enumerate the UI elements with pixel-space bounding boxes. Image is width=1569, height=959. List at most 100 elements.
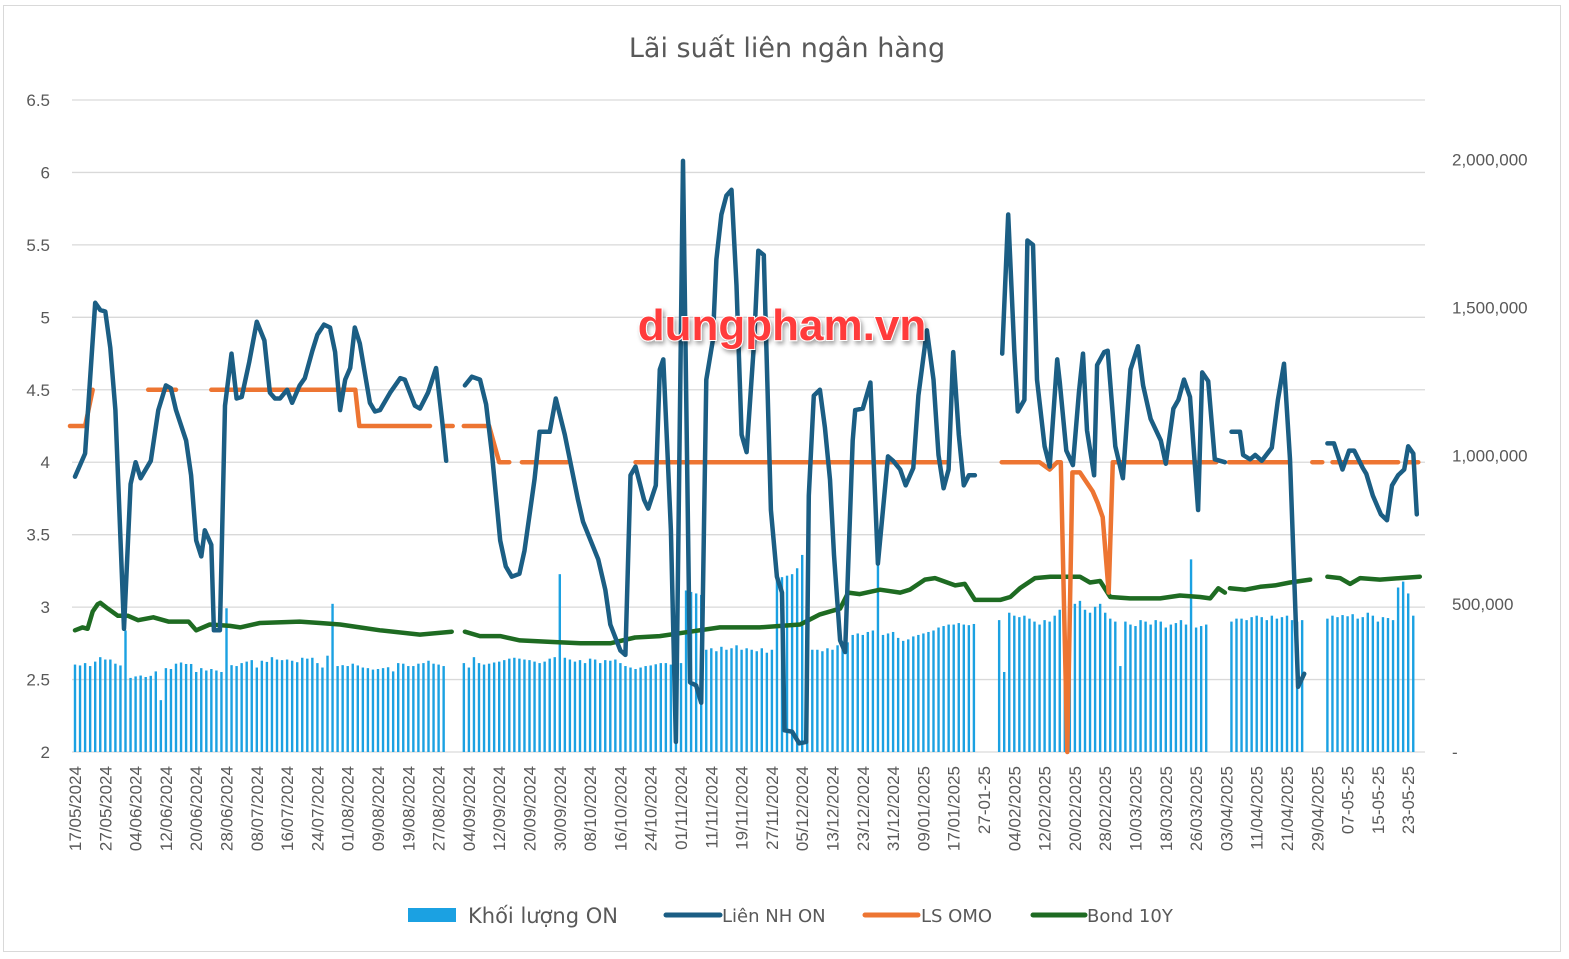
volume-bar [1169, 624, 1173, 752]
volume-bar [336, 666, 339, 752]
volume-bar [477, 663, 481, 752]
x-axis-tick-label: 28/06/2024 [218, 766, 237, 851]
volume-bar [1109, 618, 1112, 752]
volume-bar [296, 662, 299, 752]
x-axis-tick-label: 24/07/2024 [308, 766, 327, 851]
volume-bar [164, 668, 168, 752]
volume-bar [1098, 603, 1102, 752]
volume-bar [1003, 671, 1006, 752]
legend-label-omo: LS OMO [921, 906, 992, 927]
volume-bar [922, 633, 925, 752]
volume-bar [801, 554, 804, 752]
volume-bar [124, 630, 127, 752]
volume-bar [482, 664, 486, 752]
volume-bar [583, 663, 587, 752]
volume-bar [386, 667, 390, 752]
x-axis-tick-label: 08/10/2024 [581, 766, 600, 851]
volume-bar [654, 664, 657, 752]
volume-bar [371, 669, 375, 752]
volume-bar [679, 663, 683, 752]
bond-10y-line-segment [997, 574, 1228, 603]
volume-bar [871, 630, 875, 752]
x-axis-tick-label: 11/04/2025 [1248, 766, 1267, 850]
x-axis-tick-label: 08/07/2024 [248, 766, 267, 851]
volume-bar [346, 666, 349, 752]
x-axis-tick-label: 18/03/2025 [1157, 766, 1176, 851]
bond-10y-line-segment [462, 575, 1002, 646]
x-axis-tick-label: 04/06/2024 [127, 766, 146, 851]
volume-bar [1199, 626, 1203, 752]
left-axis-tick-label: 6.5 [26, 91, 50, 110]
volume-bar [1401, 581, 1405, 752]
x-axis-tick-label: 20/06/2024 [187, 766, 206, 851]
volume-bar [356, 665, 359, 752]
volume-bar [492, 662, 496, 752]
x-axis-tick-label: 24/10/2024 [642, 766, 661, 851]
volume-bar [184, 663, 188, 752]
volume-bar [644, 666, 647, 752]
volume-bar [1205, 624, 1208, 752]
omo-rate-line-segment [209, 387, 433, 429]
volume-bar [1124, 621, 1127, 752]
right-axis-tick-label: 1,000,000 [1452, 447, 1528, 466]
legend-item-interbank[interactable]: Liên NH ON [663, 906, 826, 927]
x-axis-tick-label: 28/02/2025 [1096, 766, 1115, 851]
volume-bar [1300, 620, 1304, 752]
volume-bar [684, 590, 688, 752]
volume-bar [78, 665, 82, 752]
volume-bar [73, 664, 77, 752]
volume-bar [1139, 620, 1142, 752]
volume-bar [1144, 621, 1147, 752]
legend-item-bond[interactable]: Bond 10Y [1030, 906, 1174, 927]
volume-bar [1184, 624, 1188, 752]
volume-bar [573, 661, 577, 752]
volume-bar [331, 603, 334, 752]
x-axis-tick-label: 29/04/2025 [1308, 766, 1327, 851]
volume-bar [846, 642, 849, 752]
volume-bar [881, 634, 885, 752]
volume-bar [381, 668, 385, 752]
volume-bar [952, 624, 955, 752]
volume-bar [1255, 615, 1258, 752]
volume-bar [83, 663, 87, 752]
volume-bar [725, 649, 728, 752]
volume-bar [1119, 666, 1122, 752]
volume-bar [967, 625, 971, 752]
interbank-on-line-segment [1229, 361, 1307, 690]
volume-bar [1290, 620, 1294, 752]
volume-bar [740, 649, 743, 752]
chart-title: Lãi suất liên ngân hàng [629, 33, 945, 64]
volume-bar [1275, 618, 1279, 752]
legend-item-volume[interactable]: Khối lượng ON [408, 904, 618, 928]
volume-bar [498, 661, 501, 752]
volume-bar [831, 649, 834, 752]
volume-bar [604, 660, 607, 752]
volume-bar [957, 623, 960, 752]
volume-bar [705, 649, 708, 752]
interbank-on-line-segment [72, 300, 449, 633]
legend-item-omo[interactable]: LS OMO [862, 906, 992, 927]
volume-bar [927, 631, 930, 752]
volume-bar [104, 659, 107, 752]
volume-bar [1154, 620, 1157, 752]
volume-bar [94, 661, 97, 752]
volume-bar [189, 663, 193, 752]
volume-bar [599, 663, 602, 752]
volume-bars [73, 551, 1415, 752]
volume-bar [891, 631, 895, 752]
volume-bar [972, 623, 976, 752]
volume-bar [861, 634, 864, 752]
volume-bar [1179, 620, 1183, 752]
volume-bar [1078, 600, 1082, 752]
volume-bar [1093, 606, 1097, 752]
x-axis-tick-label: 01/08/2024 [339, 766, 358, 851]
volume-bar [578, 660, 582, 752]
x-axis-tick-label: 10/03/2025 [1127, 766, 1146, 851]
volume-bar [760, 648, 763, 752]
volume-bar [548, 658, 551, 752]
volume-bar [341, 665, 344, 752]
volume-bar [750, 649, 753, 752]
volume-bar [472, 657, 476, 752]
x-axis-tick-label: 23/12/2024 [854, 766, 873, 851]
volume-bar [1396, 587, 1400, 752]
